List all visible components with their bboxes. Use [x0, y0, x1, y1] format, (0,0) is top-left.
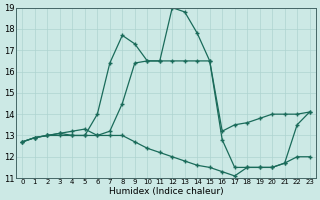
X-axis label: Humidex (Indice chaleur): Humidex (Indice chaleur) — [109, 187, 223, 196]
